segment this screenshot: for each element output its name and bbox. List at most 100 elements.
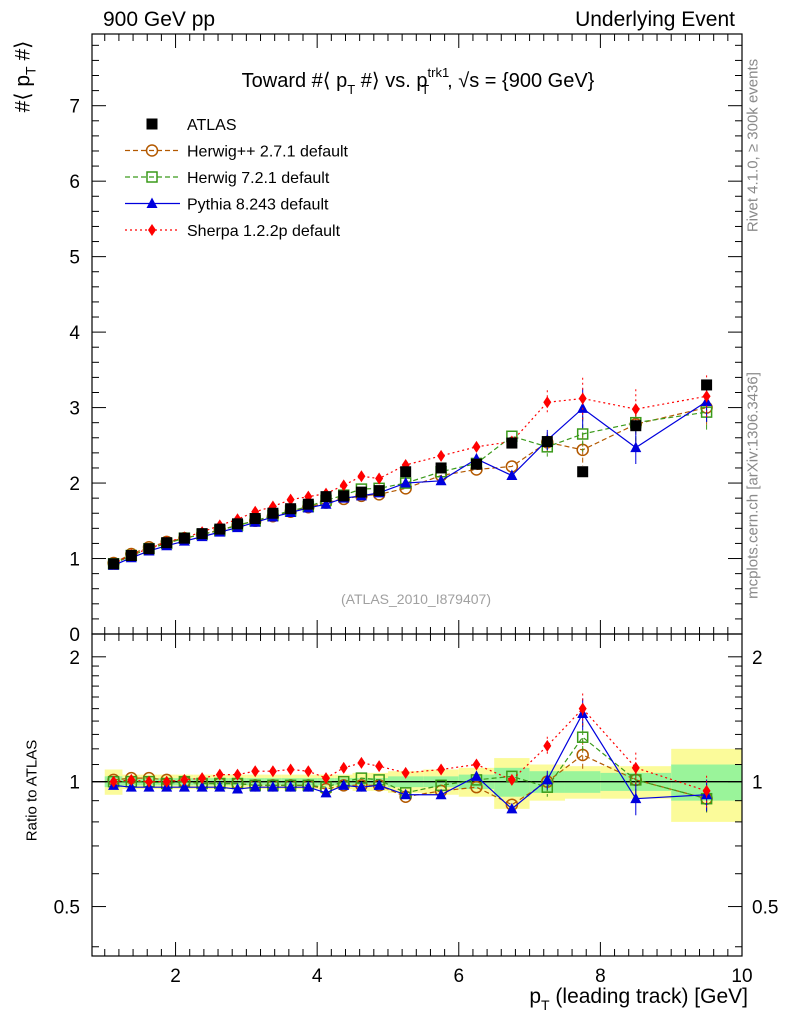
ratio-ytick-label: 0.5 (54, 898, 80, 919)
main-point-sherpa (357, 470, 366, 483)
ratio-point-pythia (302, 781, 314, 792)
ratio-point-sherpa (144, 775, 153, 788)
ratio-xtick-label: 8 (595, 966, 606, 987)
legend: ATLAS Herwig++ 2.7.1 default Herwig 7.2.1 … (125, 117, 349, 240)
ratio-point-sherpa (127, 773, 136, 786)
main-point-pythia (400, 477, 412, 488)
legend-marker-herwig7 (146, 171, 158, 183)
ratio-xtick-label: 10 (731, 966, 752, 987)
side-text-rivet: Rivet 4.1.0, ≥ 300k events (744, 58, 762, 233)
main-point-sherpa (339, 479, 348, 492)
main-ytick-label: 1 (69, 550, 80, 571)
main-point-pythia (630, 441, 642, 453)
ratio-series-line-herwig7 (113, 736, 707, 800)
main-point-atlas (577, 466, 589, 478)
main-ytick-label: 3 (69, 399, 80, 420)
legend-marker-atlas (146, 118, 158, 130)
main-point-sherpa (631, 403, 640, 416)
main-point-atlas (232, 518, 244, 530)
main-ytick-label: 0 (69, 625, 80, 646)
ratio-point-pythia (196, 781, 208, 792)
ratio-point-sherpa (268, 765, 277, 778)
legend-label-herwigpp: Herwig++ 2.7.1 default (187, 144, 349, 161)
ratio-point-sherpa (339, 761, 348, 774)
main-point-atlas (400, 466, 412, 478)
main-point-atlas (267, 507, 279, 519)
legend-label-pythia: Pythia 8.243 default (187, 197, 329, 214)
ratio-point-sherpa (304, 765, 313, 778)
ratio-point-sherpa (507, 773, 516, 786)
main-point-sherpa (472, 440, 481, 453)
legend-marker-herwigpp (145, 144, 159, 157)
legend-marker-sherpa (148, 224, 156, 236)
main-point-sherpa (286, 493, 295, 506)
main-ytick-label: 2 (69, 474, 80, 495)
main-point-atlas (214, 523, 226, 535)
main-point-pythia (577, 402, 589, 413)
side-text-site: mcplots.cern.ch [arXiv:1306.3436] (744, 372, 762, 599)
main-point-pythia (435, 474, 447, 486)
ratio-point-sherpa (702, 784, 711, 797)
ratio-point-sherpa (472, 758, 481, 771)
main-point-atlas (108, 558, 120, 570)
main-point-atlas (178, 532, 190, 544)
main-ytick-label: 5 (69, 248, 80, 269)
ratio-xtick-label: 6 (453, 966, 464, 987)
ratio-point-pythia (338, 779, 350, 790)
main-point-pythia (320, 498, 332, 509)
ratio-point-sherpa (251, 765, 260, 778)
main-point-sherpa (702, 390, 711, 403)
main-point-atlas (338, 490, 350, 502)
ratio-frame (91, 633, 743, 957)
main-point-atlas (355, 486, 367, 498)
ratio-point-pythia (506, 802, 518, 814)
ratio-series-line-sherpa (113, 707, 707, 792)
ratio-point-pythia (214, 781, 226, 792)
main-ytick-label: 7 (69, 97, 80, 118)
ratio-point-sherpa (375, 760, 384, 773)
ratio-point-sherpa (109, 775, 118, 788)
legend-label-sherpa: Sherpa 1.2.2p default (187, 223, 341, 240)
ratio-point-pythia (435, 788, 447, 800)
ratio-xtick-label: 2 (170, 966, 181, 987)
ratio-point-pythia (249, 781, 261, 792)
ratio-point-sherpa (215, 768, 224, 781)
legend-marker-pythia (146, 197, 158, 208)
ratio-point-sherpa (437, 763, 446, 776)
header-left: 900 GeV pp (103, 8, 216, 31)
ratio-point-pythia (285, 781, 297, 792)
ratio-point-herwigpp (470, 780, 483, 794)
ratio-point-pythia (125, 781, 137, 792)
main-point-atlas (470, 458, 482, 470)
main-point-sherpa (375, 472, 384, 485)
main-point-atlas (143, 543, 155, 555)
ratio-xtick-label: 4 (312, 966, 323, 987)
ratio-point-sherpa (401, 766, 410, 779)
ratio-ytick-label-right: 1 (752, 773, 763, 794)
ratio-point-pythia (320, 786, 332, 798)
main-point-sherpa (543, 396, 552, 409)
main-point-atlas (701, 379, 713, 391)
ratio-ytick-label: 2 (69, 648, 80, 669)
ratio-point-pythia (400, 788, 412, 800)
ratio-point-pythia (178, 781, 190, 792)
ratio-point-sherpa (162, 775, 171, 788)
main-point-atlas (285, 503, 297, 515)
ratio-point-sherpa (543, 739, 552, 752)
main-series-line-sherpa (113, 395, 707, 565)
ratio-point-pythia (267, 781, 279, 792)
watermark: (ATLAS_2010_I879407) (341, 591, 491, 607)
main-point-herwig7 (576, 428, 589, 440)
main-point-pythia (506, 469, 518, 481)
main-point-atlas (302, 498, 314, 510)
ratio-point-pythia (373, 779, 385, 790)
ratio-point-sherpa (322, 772, 331, 785)
ratio-point-pythia (630, 792, 642, 804)
y-axis-label-ratio: Ratio to ATLAS (23, 739, 41, 842)
main-point-atlas (161, 537, 173, 549)
main-point-atlas (435, 462, 447, 474)
ratio-ytick-label-right: 0.5 (752, 898, 778, 919)
main-point-atlas (125, 550, 137, 562)
ratio-point-sherpa (578, 702, 587, 715)
header-right: Underlying Event (575, 8, 735, 31)
